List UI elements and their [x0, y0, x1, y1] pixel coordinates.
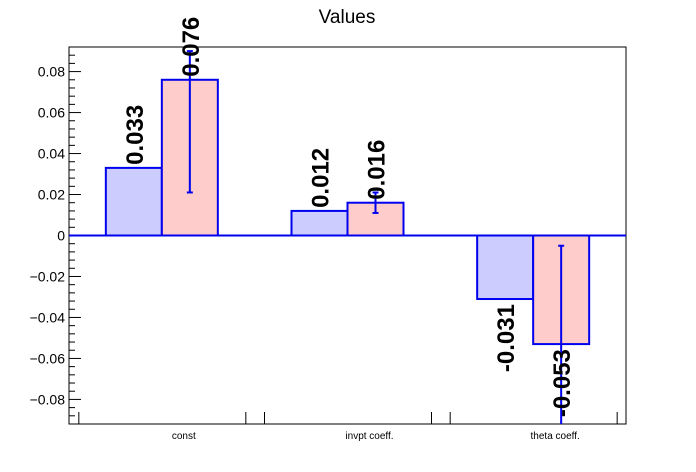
value-label: -0.053	[549, 349, 576, 417]
y-tick-label: −0.08	[30, 391, 66, 407]
bar-0-0	[104, 166, 163, 237]
error-bars-group	[186, 50, 565, 424]
value-labels-group: 0.033 0.012 -0.031 0.076 0.016 -0.053	[122, 17, 576, 417]
y-tick-label: 0.04	[38, 146, 65, 162]
x-category-label: const	[172, 431, 196, 442]
bar-0-2	[476, 234, 535, 301]
chart-title: Values	[319, 7, 376, 28]
value-label: -0.031	[493, 304, 520, 372]
y-tick-label: 0.06	[38, 105, 65, 121]
value-label: 0.033	[122, 105, 149, 165]
value-label: 0.012	[308, 148, 335, 208]
y-tick-label: 0.08	[38, 64, 65, 80]
value-label: 0.076	[178, 17, 205, 77]
x-category-label: theta coeff.	[531, 431, 580, 442]
y-tick-label: 0.02	[38, 187, 65, 203]
y-tick-label: −0.02	[30, 268, 66, 284]
x-axis: const invpt coeff. theta coeff.	[78, 412, 618, 442]
y-tick-label: 0	[57, 228, 65, 244]
y-tick-label: −0.06	[30, 350, 66, 366]
value-label: 0.016	[364, 140, 391, 200]
y-tick-label: −0.04	[30, 309, 66, 325]
bar-0-1	[290, 209, 349, 237]
x-category-label: invpt coeff.	[345, 431, 393, 442]
